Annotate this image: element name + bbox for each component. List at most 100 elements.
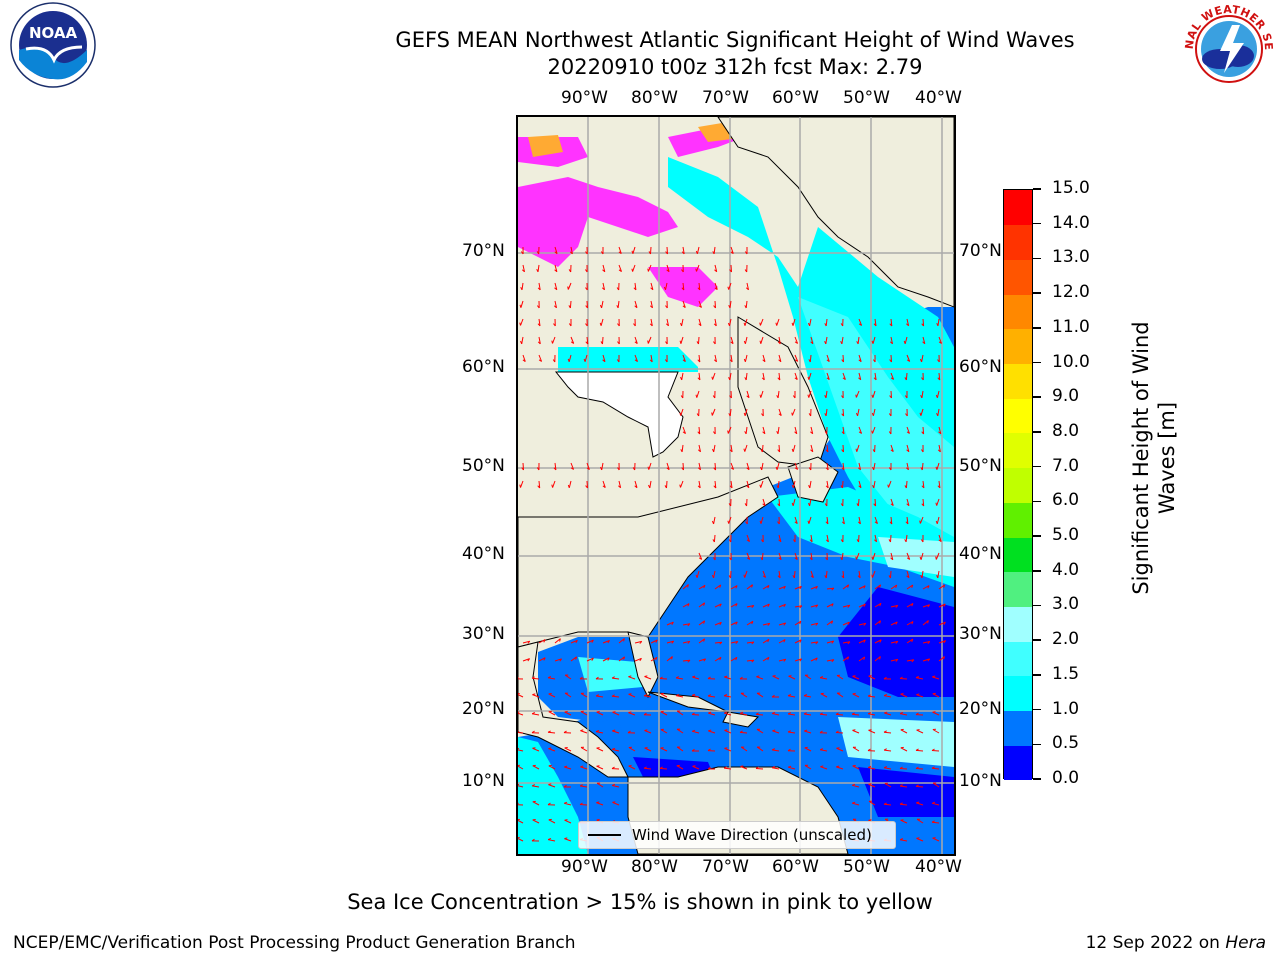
wind-wave-arrow-head	[803, 694, 808, 697]
wind-wave-arrow-head	[787, 694, 792, 697]
wind-wave-arrow-head	[760, 466, 763, 471]
wind-wave-arrow-head	[879, 620, 881, 624]
wind-wave-arrow-head	[551, 340, 553, 344]
wind-wave-arrow-head	[643, 694, 648, 697]
wind-wave-arrow	[756, 676, 764, 680]
wind-wave-arrow-head	[531, 838, 535, 842]
wind-wave-arrow-head	[647, 268, 649, 272]
colorbar-tick	[1033, 500, 1041, 503]
wind-wave-arrow-head	[554, 251, 558, 255]
wind-wave-arrow	[650, 318, 653, 326]
wind-wave-arrow	[931, 821, 940, 824]
wind-wave-arrow-head	[778, 359, 782, 363]
wind-wave-arrow	[890, 604, 898, 608]
wind-wave-arrow-head	[867, 712, 872, 715]
wind-wave-arrow	[727, 426, 732, 434]
wind-wave-arrow-head	[819, 730, 823, 734]
gulf-cyan	[578, 657, 643, 692]
wind-wave-arrow-head	[644, 675, 648, 677]
wind-wave-arrow-head	[719, 603, 722, 607]
wind-wave-arrow-head	[596, 765, 600, 767]
wind-wave-arrow	[852, 729, 860, 734]
wind-wave-arrow	[836, 692, 844, 698]
wind-wave-arrow-head	[906, 323, 909, 327]
wind-wave-arrow	[857, 336, 860, 344]
wind-wave-arrow	[650, 639, 658, 644]
wind-wave-arrow-head	[889, 341, 893, 345]
wind-wave-arrow	[650, 354, 653, 362]
wind-wave-arrow	[730, 621, 738, 626]
wind-wave-arrow-head	[788, 765, 792, 768]
wind-wave-arrow	[906, 602, 914, 608]
wind-wave-arrow	[937, 408, 940, 416]
wind-wave-arrow-head	[888, 539, 891, 543]
colorbar-segment	[1004, 467, 1032, 503]
wind-wave-arrow-head	[794, 359, 798, 362]
wind-wave-arrow-head	[682, 305, 686, 309]
wind-wave-arrow-head	[697, 449, 701, 453]
wind-wave-arrow-head	[840, 340, 843, 345]
wind-wave-arrow	[842, 354, 844, 363]
colorbar-tick-label: 13.0	[1052, 247, 1090, 268]
wind-wave-arrow	[772, 713, 780, 716]
wind-wave-arrow	[740, 746, 748, 752]
colorbar-tick	[1033, 465, 1041, 468]
wind-wave-arrow	[538, 318, 541, 326]
wind-wave-arrow	[788, 713, 796, 716]
wind-wave-arrow-head	[647, 466, 650, 470]
wind-wave-arrow-head	[697, 377, 701, 381]
wind-wave-arrow	[794, 639, 802, 644]
wind-wave-arrow	[628, 676, 636, 680]
wind-wave-arrow	[532, 801, 540, 806]
wind-wave-arrow-head	[935, 556, 937, 560]
wind-wave-arrow-head	[836, 765, 840, 768]
wind-wave-arrow-head	[740, 765, 744, 767]
wind-wave-arrow-head	[553, 323, 556, 327]
wind-wave-arrow	[858, 462, 861, 470]
colorbar-tick-label: 1.0	[1052, 698, 1080, 719]
wind-wave-arrow-head	[871, 574, 873, 578]
wind-wave-arrow	[762, 498, 766, 506]
wind-wave-arrow-head	[851, 712, 855, 715]
wind-wave-arrow-head	[547, 676, 552, 679]
wind-wave-arrow-head	[730, 467, 734, 470]
wind-wave-arrow-head	[777, 575, 781, 579]
wind-wave-arrow	[596, 747, 604, 752]
wind-wave-arrow-head	[883, 802, 887, 805]
wind-wave-arrow-head	[551, 484, 554, 488]
wind-wave-arrow-head	[696, 341, 699, 345]
wind-wave-arrow-head	[616, 287, 620, 291]
wind-wave-arrow-head	[746, 557, 750, 560]
wind-wave-arrow	[579, 804, 588, 806]
wind-wave-arrow	[744, 570, 748, 578]
wind-wave-arrow	[724, 767, 732, 770]
wind-wave-arrow-head	[825, 557, 828, 561]
wind-wave-arrow-head	[895, 658, 899, 662]
wind-wave-arrow	[761, 444, 764, 453]
wind-wave-arrow	[681, 372, 684, 380]
wind-wave-arrow	[922, 641, 930, 644]
colorbar-tick-label: 11.0	[1052, 316, 1090, 337]
wind-wave-arrow-head	[665, 323, 669, 327]
wind-wave-arrow	[746, 390, 750, 398]
wind-wave-arrow-head	[547, 802, 551, 806]
wind-wave-arrow-head	[794, 341, 798, 344]
wind-wave-arrow-head	[840, 323, 844, 327]
wind-wave-arrow	[900, 693, 908, 698]
wind-wave-arrow	[568, 480, 572, 488]
wind-wave-arrow	[906, 462, 909, 470]
wind-wave-arrow	[548, 677, 556, 680]
wind-wave-arrow	[596, 731, 604, 734]
colorbar-segment	[1004, 363, 1032, 399]
wind-wave-arrow-head	[895, 605, 899, 608]
wind-wave-arrow-head	[871, 340, 874, 344]
wind-wave-arrow-head	[532, 747, 536, 749]
wind-wave-arrows	[518, 246, 947, 842]
wind-wave-arrow-head	[777, 377, 781, 381]
wind-wave-arrow-head	[559, 638, 561, 642]
wind-wave-arrow-head	[712, 539, 715, 543]
wind-wave-arrow	[724, 729, 732, 734]
wind-wave-arrow-head	[932, 801, 936, 804]
wind-wave-arrow	[777, 390, 780, 398]
wind-wave-arrow-head	[776, 430, 779, 435]
